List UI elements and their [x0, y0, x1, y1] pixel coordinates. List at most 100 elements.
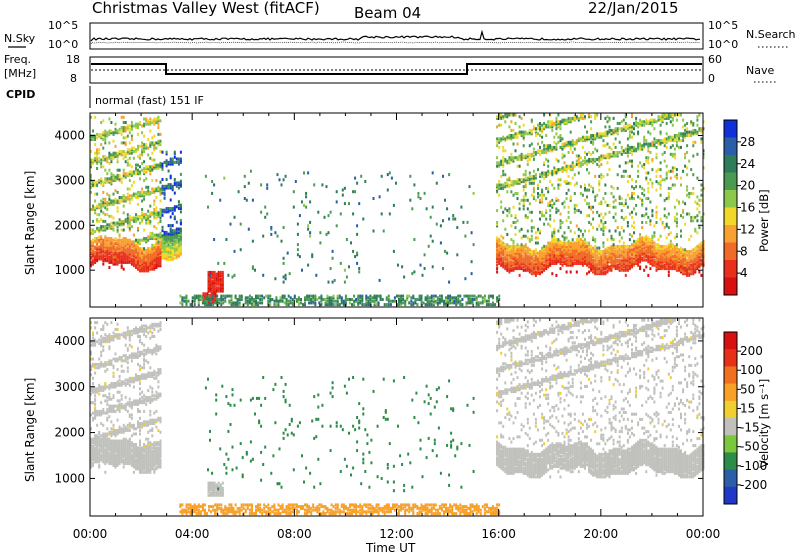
range-cell [500, 253, 503, 257]
range-cell [532, 151, 535, 154]
range-cell [575, 258, 578, 262]
range-cell [524, 156, 527, 160]
range-cell [177, 251, 180, 255]
range-cell [647, 197, 650, 201]
range-cell [606, 250, 609, 253]
range-cell [163, 210, 166, 214]
range-cell [161, 164, 164, 168]
range-cell [579, 161, 582, 165]
range-cell [532, 157, 535, 161]
range-cell [645, 248, 648, 252]
range-cell [90, 138, 92, 141]
range-cell [500, 262, 503, 265]
range-cell [149, 170, 152, 174]
range-cell [284, 277, 287, 281]
range-cell [571, 140, 574, 144]
range-cell [543, 176, 546, 180]
range-cell [147, 165, 150, 169]
range-cell [667, 139, 670, 143]
range-cell [114, 221, 117, 225]
range-cell [526, 246, 529, 250]
range-cell [606, 255, 609, 259]
range-cell [584, 262, 586, 265]
range-cell [645, 243, 648, 247]
range-cell [532, 197, 535, 201]
range-cell [100, 235, 103, 239]
range-cell [545, 246, 548, 250]
range-cell [643, 253, 646, 257]
range-cell [528, 238, 531, 242]
range-cell [504, 173, 507, 177]
range-cell [219, 287, 222, 291]
range-cell [177, 239, 180, 243]
range-cell [563, 166, 566, 170]
range-cell [439, 224, 442, 228]
range-cell [659, 130, 662, 134]
range-cell [498, 163, 501, 166]
range-cell [238, 298, 241, 301]
range-cell [663, 244, 666, 248]
range-cell [571, 118, 574, 122]
range-cell [165, 241, 168, 245]
range-cell [377, 303, 380, 307]
range-cell [149, 266, 152, 269]
range-cell [526, 258, 529, 262]
range-cell [104, 180, 107, 184]
range-cell [98, 206, 101, 210]
range-cell [612, 258, 615, 262]
range-cell [530, 251, 533, 255]
range-cell [534, 134, 537, 137]
range-cell [167, 183, 170, 187]
range-cell [563, 253, 566, 257]
range-cell [359, 301, 362, 305]
range-cell [331, 280, 334, 284]
range-cell [563, 120, 566, 124]
range-cell [459, 299, 462, 303]
range-cell [534, 273, 537, 277]
range-cell [124, 173, 127, 177]
range-cell [541, 174, 544, 178]
range-cell [653, 234, 656, 238]
range-cell [520, 157, 523, 161]
range-cell [175, 246, 178, 250]
range-cell [128, 242, 131, 246]
range-cell [637, 132, 640, 136]
range-cell [647, 171, 650, 175]
range-cell [680, 260, 682, 264]
range-cell [600, 260, 603, 264]
range-cell [177, 162, 180, 166]
range-cell [637, 250, 640, 253]
range-cell [204, 294, 207, 297]
range-cell [645, 156, 648, 160]
range-cell [193, 303, 196, 307]
range-cell [475, 296, 478, 300]
range-cell [94, 184, 97, 188]
range-cell [575, 253, 578, 257]
range-cell [647, 157, 650, 161]
range-cell [516, 250, 519, 253]
range-cell [155, 117, 158, 121]
range-cell [526, 268, 529, 272]
range-cell [498, 303, 501, 307]
range-cell [465, 294, 468, 298]
range-cell [169, 232, 172, 236]
range-cell [645, 238, 648, 242]
range-cell [94, 254, 97, 258]
range-cell [496, 253, 499, 257]
range-cell [502, 161, 505, 165]
range-cell [498, 241, 501, 245]
range-cell [682, 169, 685, 173]
range-cell [675, 168, 678, 172]
range-cell [541, 248, 544, 252]
range-cell [130, 194, 133, 198]
range-cell [436, 303, 439, 307]
range-cell [588, 151, 591, 154]
range-cell [606, 152, 609, 156]
range-cell [173, 155, 176, 159]
range-cell [216, 294, 219, 298]
range-cell [108, 259, 111, 263]
range-cell [620, 128, 623, 132]
range-cell [530, 256, 533, 260]
range-cell [102, 131, 105, 135]
range-cell [539, 210, 541, 214]
